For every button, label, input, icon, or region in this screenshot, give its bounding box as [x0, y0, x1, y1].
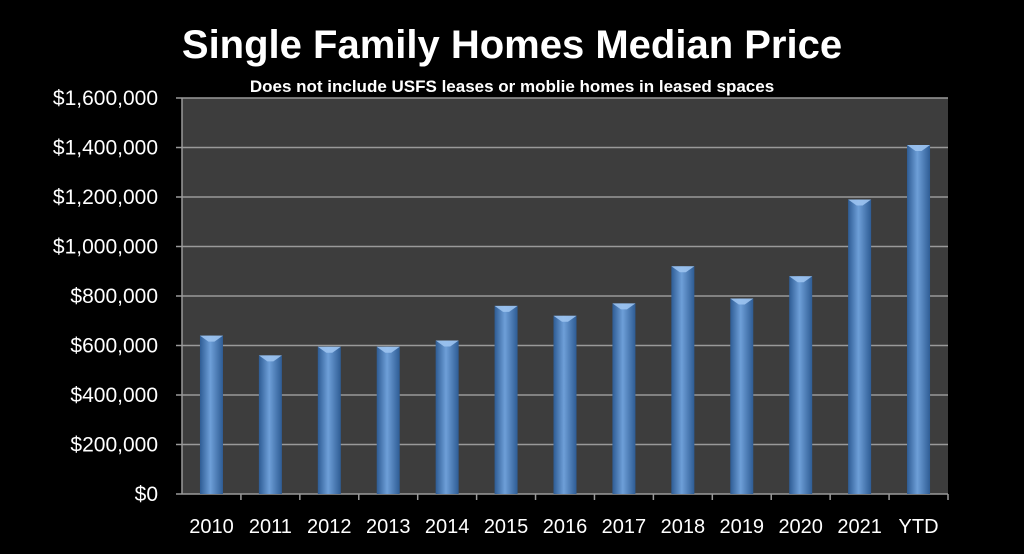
x-category-label: 2013	[366, 516, 411, 538]
y-tick-label: $1,600,000	[53, 87, 158, 110]
bar-cap	[317, 346, 341, 353]
x-category-label: 2017	[602, 516, 647, 538]
bar-2010	[199, 335, 223, 494]
x-category-label: 2018	[661, 516, 706, 538]
bar-cap	[435, 340, 459, 347]
x-category-label: 2015	[484, 516, 529, 538]
x-category-label: 2012	[307, 516, 352, 538]
bar-2019	[730, 298, 754, 494]
bars	[199, 145, 931, 494]
x-category-label: 2020	[778, 516, 823, 538]
bar-2011	[258, 355, 282, 494]
chart-title: Single Family Homes Median Price	[182, 23, 842, 67]
y-tick-label: $1,000,000	[53, 236, 158, 259]
bar-cap	[376, 346, 400, 353]
bar-cap	[199, 335, 223, 342]
bar-2016	[553, 315, 577, 494]
x-category-label: 2019	[720, 516, 765, 538]
chart-subtitle: Does not include USFS leases or moblie h…	[250, 77, 774, 96]
bar-2017	[612, 303, 636, 494]
bar-2013	[376, 346, 400, 494]
bar-2020	[789, 276, 813, 494]
x-axis-category-labels: 2010 2011 2012 2013 2014 2015 2016 2017 2018 2019…	[189, 516, 938, 538]
bar-2021	[848, 199, 872, 494]
y-tick-label: $1,400,000	[53, 137, 158, 160]
x-category-label: 2011	[249, 516, 292, 538]
y-axis-tick-labels: $0 $200,000 $400,000 $600,000 $800,000 $1,000…	[53, 87, 158, 506]
x-category-label: 2016	[543, 516, 588, 538]
y-tick-label: $600,000	[70, 335, 158, 358]
bar-2015	[494, 305, 518, 494]
bar-2018	[671, 266, 695, 494]
bar-2014	[435, 340, 459, 494]
bar-cap	[789, 276, 813, 283]
x-category-label: 2010	[189, 516, 234, 538]
y-tick-label: $400,000	[70, 384, 158, 407]
y-tick-label: $1,200,000	[53, 186, 158, 209]
bar-cap	[671, 266, 695, 273]
x-category-label: 2021	[837, 516, 882, 538]
y-tick-label: $800,000	[70, 285, 158, 308]
bar-cap	[494, 305, 518, 312]
x-category-label: 2014	[425, 516, 470, 538]
bar-cap	[730, 298, 754, 305]
bar-cap	[612, 303, 636, 310]
bar-YTD	[907, 145, 931, 494]
y-tick-label: $200,000	[70, 434, 158, 457]
bar-2012	[317, 346, 341, 494]
y-tick-label: $0	[135, 483, 158, 506]
x-category-label: YTD	[899, 516, 939, 538]
bar-cap	[907, 145, 931, 152]
bar-cap	[553, 315, 577, 322]
bar-cap	[258, 355, 282, 362]
bar-cap	[848, 199, 872, 206]
